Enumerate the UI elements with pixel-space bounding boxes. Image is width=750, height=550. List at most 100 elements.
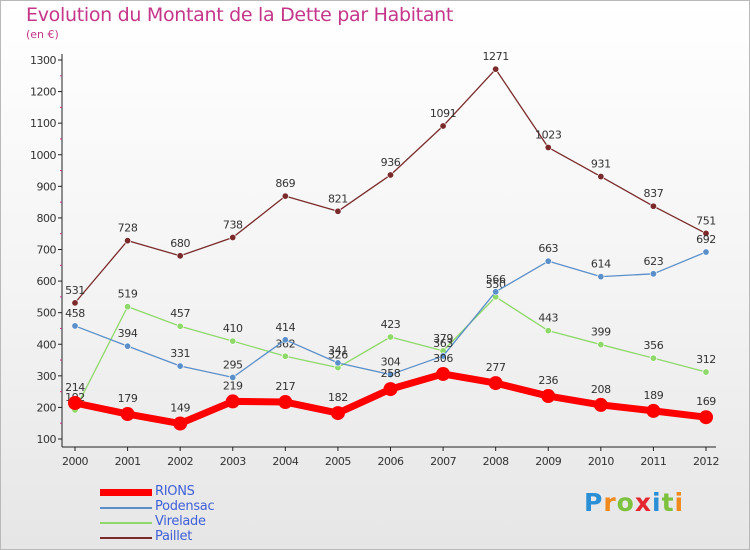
data-point-virelade [124, 303, 132, 311]
data-point-podensac [334, 359, 342, 367]
legend-swatch-paillet [100, 537, 152, 539]
data-label-paillet: 1023 [535, 128, 562, 141]
data-label-paillet: 936 [381, 156, 401, 169]
data-point-paillet [176, 252, 184, 260]
logo-letter: t [661, 488, 675, 517]
data-label-virelade: 379 [433, 332, 453, 345]
data-point-virelade [544, 327, 552, 335]
data-point-paillet [492, 65, 500, 73]
y-tick-label: 1100 [30, 117, 56, 130]
data-point-paillet [71, 299, 79, 307]
legend-label-podensac: Podensac [155, 499, 215, 514]
data-label-rions: 306 [433, 352, 453, 365]
data-point-podensac [439, 352, 447, 360]
legend-label-virelade: Virelade [155, 514, 206, 529]
data-point-podensac [544, 257, 552, 265]
data-label-rions: 219 [223, 379, 243, 392]
data-label-podensac: 414 [275, 321, 295, 334]
data-label-virelade: 423 [381, 318, 401, 331]
x-tick-label: 2008 [483, 455, 509, 468]
data-point-paillet [439, 122, 447, 130]
x-tick-label: 2000 [62, 455, 88, 468]
data-point-paillet [334, 207, 342, 215]
data-point-podensac [386, 371, 394, 379]
legend-swatch-virelade [100, 522, 152, 524]
data-label-virelade: 457 [170, 307, 190, 320]
data-label-paillet: 869 [275, 177, 295, 190]
data-label-rions: 149 [170, 402, 190, 415]
data-point-rions [330, 406, 345, 421]
x-tick-label: 2007 [430, 455, 456, 468]
x-tick-label: 2012 [693, 455, 719, 468]
data-label-paillet: 738 [223, 218, 243, 231]
y-tick-label: 1200 [30, 86, 56, 99]
data-point-podensac [281, 336, 289, 344]
data-point-virelade [597, 341, 605, 349]
data-point-virelade [702, 368, 710, 376]
data-point-podensac [176, 362, 184, 370]
data-label-virelade: 399 [591, 326, 611, 339]
data-label-virelade: 443 [538, 312, 558, 325]
data-label-podensac: 663 [538, 242, 558, 255]
y-tick-label: 400 [37, 338, 57, 351]
data-label-rions: 277 [486, 361, 506, 374]
data-label-podensac: 394 [118, 327, 138, 340]
data-point-rions [541, 389, 556, 404]
data-label-virelade: 519 [118, 288, 138, 301]
data-point-rions [68, 395, 82, 410]
data-point-paillet [281, 192, 289, 200]
data-label-virelade: 356 [644, 339, 664, 352]
y-tick-label: 900 [37, 180, 57, 193]
data-point-virelade [649, 354, 657, 362]
data-point-podensac [492, 288, 500, 296]
data-point-rions [383, 382, 398, 397]
series-line-paillet [74, 68, 707, 304]
data-point-rions [173, 416, 188, 431]
x-tick-label: 2011 [640, 455, 666, 468]
y-tick-label: 500 [37, 307, 57, 320]
data-label-podensac: 341 [328, 344, 348, 357]
data-label-paillet: 1091 [430, 107, 456, 120]
data-label-rions: 217 [275, 380, 295, 393]
data-point-paillet [702, 229, 710, 237]
data-label-virelade: 362 [275, 337, 295, 350]
data-point-rions [488, 376, 503, 391]
x-tick-label: 2006 [378, 455, 404, 468]
data-point-virelade [176, 322, 184, 330]
data-label-rions: 214 [65, 381, 85, 394]
data-label-rions: 179 [118, 392, 138, 405]
y-tick-label: 200 [37, 401, 57, 414]
data-label-podensac: 295 [223, 358, 243, 371]
legend-swatch-podensac [100, 507, 152, 509]
series-line-rions [74, 370, 707, 428]
y-tick-label: 100 [37, 433, 57, 446]
data-label-paillet: 728 [118, 222, 138, 235]
data-point-rions [436, 366, 451, 381]
data-point-paillet [229, 233, 237, 241]
y-tick-label: 300 [37, 370, 57, 383]
data-label-virelade: 312 [696, 353, 716, 366]
logo-letter: P [584, 488, 604, 517]
data-label-rions: 182 [328, 391, 348, 404]
data-point-paillet [544, 143, 552, 151]
x-tick-label: 2002 [167, 455, 193, 468]
data-point-rions [225, 394, 240, 409]
x-tick-label: 2001 [115, 455, 141, 468]
data-point-paillet [649, 202, 657, 210]
logo-letter: x [634, 488, 652, 517]
data-label-rions: 236 [538, 374, 558, 387]
data-point-podensac [229, 373, 237, 381]
x-tick-label: 2004 [272, 455, 298, 468]
data-label-podensac: 458 [65, 307, 85, 320]
data-point-podensac [597, 273, 605, 281]
data-point-paillet [386, 171, 394, 179]
data-point-podensac [124, 342, 132, 350]
data-label-paillet: 821 [328, 192, 348, 205]
data-label-paillet: 751 [696, 214, 716, 227]
legend-swatch-rions [100, 489, 152, 496]
data-point-rions [593, 397, 608, 412]
proxiti-logo: Proxiti [584, 488, 684, 517]
data-label-virelade: 410 [223, 322, 243, 335]
data-point-rions [120, 407, 135, 422]
data-point-virelade [386, 333, 394, 341]
